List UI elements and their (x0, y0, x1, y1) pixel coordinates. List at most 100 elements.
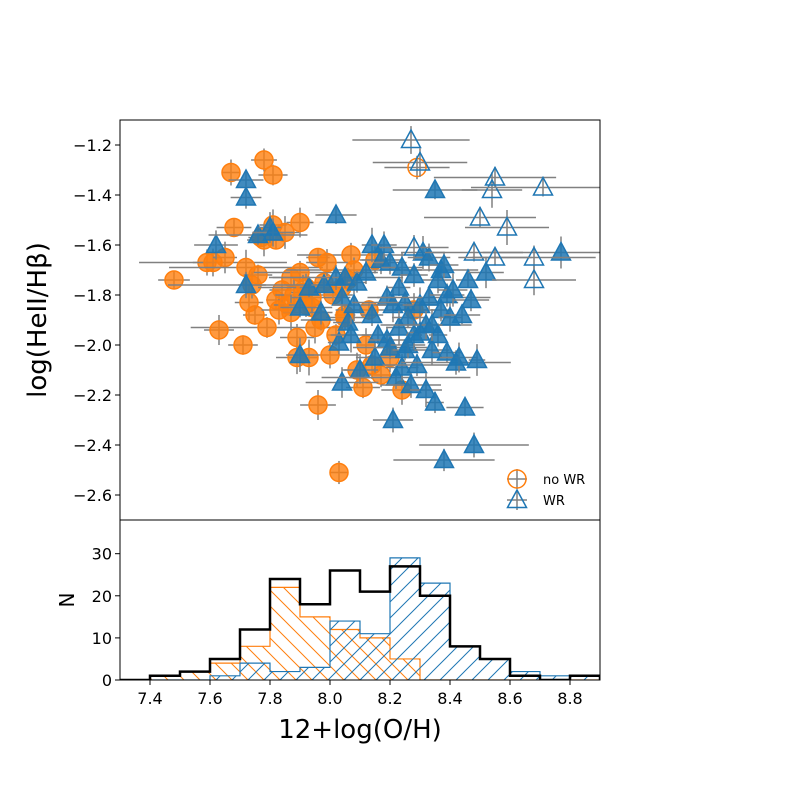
y-tick-label: −1.4 (73, 186, 112, 205)
wr-point (424, 240, 524, 262)
triangle-marker (406, 353, 428, 374)
triangle-marker (403, 263, 425, 284)
wr-point (360, 303, 384, 327)
wr-point (429, 251, 459, 279)
no-wr-histogram-bar (270, 587, 300, 680)
x-tick-label: 7.8 (257, 689, 282, 708)
y-tick-label: −2.0 (73, 336, 112, 355)
triangle-marker (523, 268, 545, 289)
triangle-marker (433, 448, 455, 469)
y-tick-label: −1.6 (73, 236, 112, 255)
hist-y-tick-label: 10 (92, 629, 112, 648)
triangle-marker (463, 240, 485, 261)
wr-histogram-bar (360, 633, 390, 680)
triangle-marker (481, 178, 503, 199)
triangle-marker (457, 268, 479, 289)
histogram-plot-area (120, 557, 600, 680)
wr-histogram-bar (480, 658, 510, 680)
x-axis-title: 12+log(O/H) (278, 715, 442, 745)
wr-point (346, 270, 368, 293)
wr-point (410, 372, 442, 408)
y-tick-label: −2.4 (73, 436, 112, 455)
x-tick-label: 8.0 (317, 689, 342, 708)
x-tick-label: 8.2 (377, 689, 402, 708)
triangle-marker (397, 333, 419, 354)
wr-point (280, 295, 320, 318)
wr-point (386, 309, 412, 346)
triangle-marker (235, 185, 257, 206)
wr-point (208, 223, 308, 245)
wr-histogram-outline (120, 557, 600, 680)
triangle-marker (325, 203, 347, 224)
wr-point (438, 273, 468, 307)
circle-marker (290, 212, 310, 233)
triangle-marker (418, 285, 440, 306)
no-wr-point (280, 323, 314, 352)
triangle-marker (427, 323, 449, 344)
circle-marker (245, 305, 265, 325)
y-tick-label: −2.2 (73, 386, 112, 405)
no-wr-point (243, 305, 267, 325)
triangle-marker (496, 215, 518, 236)
triangle-marker (355, 260, 377, 281)
wr-histogram-bar (420, 583, 450, 680)
triangle-marker (550, 240, 572, 261)
no-wr-point (158, 270, 190, 290)
triangle-marker (400, 128, 422, 149)
y-tick-label: −1.8 (73, 286, 112, 305)
triangle-marker (262, 220, 284, 241)
hist-y-tick-label: 30 (92, 545, 112, 564)
no-wr-point (329, 460, 349, 485)
wr-point (470, 175, 600, 197)
triangle-marker (391, 355, 413, 376)
x-tick-label: 8.8 (557, 689, 582, 708)
circle-marker (317, 252, 337, 273)
wr-point (400, 263, 428, 287)
wr-point (382, 353, 452, 377)
legend-entry-no-wr: no WR (507, 469, 585, 489)
y-axis-title: log(HeII/Hβ) (23, 242, 53, 398)
triangle-marker (484, 165, 506, 186)
wr-point (309, 300, 333, 325)
triangle-marker (403, 235, 425, 256)
hist-y-axis-title: N (55, 593, 79, 608)
circle-marker (353, 377, 373, 398)
wr-point (372, 148, 468, 177)
wr-point (168, 271, 324, 299)
wr-point (286, 338, 314, 372)
wr-point (354, 260, 378, 285)
triangle-marker (454, 395, 476, 416)
legend-circle-marker (507, 469, 527, 489)
wr-histogram-bar (210, 675, 240, 680)
triangle-marker (424, 390, 446, 411)
triangle-marker (442, 278, 464, 299)
wr-point (421, 309, 443, 341)
triangle-marker (346, 270, 368, 291)
no-wr-point (306, 249, 348, 276)
wr-point (298, 275, 320, 298)
wr-point (387, 275, 411, 297)
circle-marker (257, 317, 277, 338)
triangle-marker (400, 373, 422, 394)
total-histogram-outline (120, 565, 600, 680)
triangle-marker (388, 315, 410, 336)
wr-point (332, 288, 376, 322)
wr-point (424, 390, 446, 414)
x-tick-label: 8.6 (497, 689, 522, 708)
triangle-marker (388, 275, 410, 296)
y-tick-label: −2.6 (73, 486, 112, 505)
triangle-marker (298, 275, 320, 296)
wr-point (380, 372, 442, 398)
wr-point (446, 395, 484, 417)
wr-point (385, 354, 419, 381)
wr-point (452, 288, 490, 312)
no-wr-point (216, 217, 252, 238)
circle-marker (308, 395, 328, 415)
triangle-marker (523, 245, 545, 266)
histogram-frame (119, 519, 601, 681)
triangle-marker (364, 345, 386, 366)
no-wr-point (258, 164, 288, 186)
triangle-marker (469, 205, 491, 226)
circle-marker (233, 335, 253, 355)
wr-histogram-bar (390, 557, 420, 680)
